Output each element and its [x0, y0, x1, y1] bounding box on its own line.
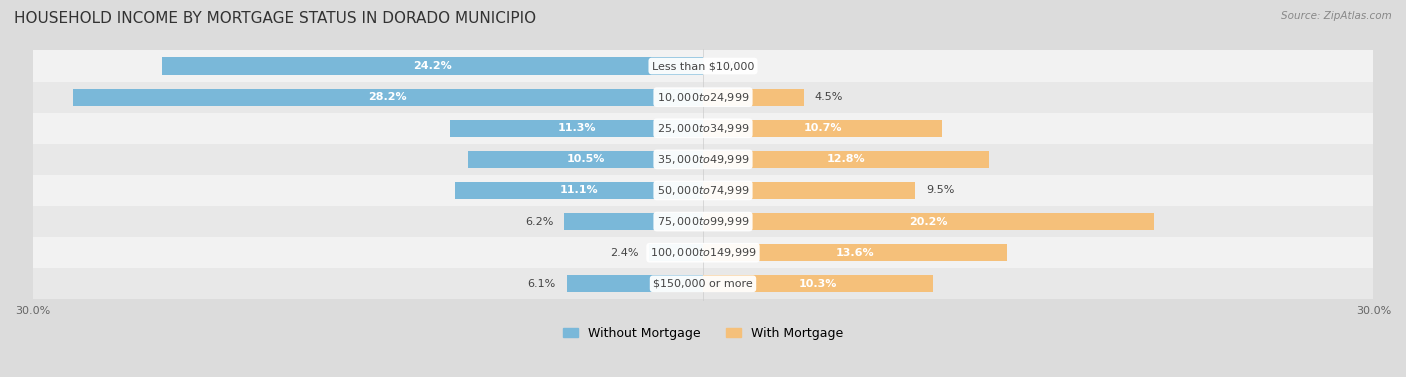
Bar: [703, 213, 1154, 230]
Text: $25,000 to $34,999: $25,000 to $34,999: [657, 122, 749, 135]
Text: HOUSEHOLD INCOME BY MORTGAGE STATUS IN DORADO MUNICIPIO: HOUSEHOLD INCOME BY MORTGAGE STATUS IN D…: [14, 11, 536, 26]
Text: 20.2%: 20.2%: [910, 217, 948, 227]
Bar: [32, 144, 1374, 175]
Text: 2.4%: 2.4%: [610, 248, 638, 258]
Bar: [32, 206, 1374, 237]
Bar: [456, 182, 703, 199]
Bar: [162, 57, 703, 75]
Text: $35,000 to $49,999: $35,000 to $49,999: [657, 153, 749, 166]
Text: Source: ZipAtlas.com: Source: ZipAtlas.com: [1281, 11, 1392, 21]
Text: 6.2%: 6.2%: [524, 217, 554, 227]
Bar: [32, 81, 1374, 113]
Text: 11.1%: 11.1%: [560, 185, 599, 196]
Bar: [32, 268, 1374, 299]
Text: 13.6%: 13.6%: [835, 248, 875, 258]
Bar: [703, 89, 804, 106]
Text: $10,000 to $24,999: $10,000 to $24,999: [657, 90, 749, 104]
Bar: [703, 244, 1007, 261]
Bar: [703, 182, 915, 199]
Text: 6.1%: 6.1%: [527, 279, 555, 289]
Text: 11.3%: 11.3%: [558, 123, 596, 133]
Bar: [650, 244, 703, 261]
Text: 10.3%: 10.3%: [799, 279, 837, 289]
Text: 0.0%: 0.0%: [714, 61, 742, 71]
Text: 10.7%: 10.7%: [803, 123, 842, 133]
Text: 24.2%: 24.2%: [413, 61, 451, 71]
Bar: [32, 113, 1374, 144]
Text: $100,000 to $149,999: $100,000 to $149,999: [650, 246, 756, 259]
Text: Less than $10,000: Less than $10,000: [652, 61, 754, 71]
Bar: [32, 175, 1374, 206]
Bar: [703, 275, 934, 292]
Bar: [567, 275, 703, 292]
Text: 28.2%: 28.2%: [368, 92, 408, 102]
Text: $150,000 or more: $150,000 or more: [654, 279, 752, 289]
Bar: [32, 51, 1374, 81]
Text: 12.8%: 12.8%: [827, 154, 865, 164]
Text: 9.5%: 9.5%: [927, 185, 955, 196]
Bar: [703, 151, 988, 168]
Text: 4.5%: 4.5%: [814, 92, 844, 102]
Bar: [450, 120, 703, 137]
Bar: [32, 237, 1374, 268]
Bar: [703, 120, 942, 137]
Bar: [468, 151, 703, 168]
Text: 10.5%: 10.5%: [567, 154, 605, 164]
Text: $75,000 to $99,999: $75,000 to $99,999: [657, 215, 749, 228]
Legend: Without Mortgage, With Mortgage: Without Mortgage, With Mortgage: [562, 327, 844, 340]
Text: $50,000 to $74,999: $50,000 to $74,999: [657, 184, 749, 197]
Bar: [73, 89, 703, 106]
Bar: [564, 213, 703, 230]
